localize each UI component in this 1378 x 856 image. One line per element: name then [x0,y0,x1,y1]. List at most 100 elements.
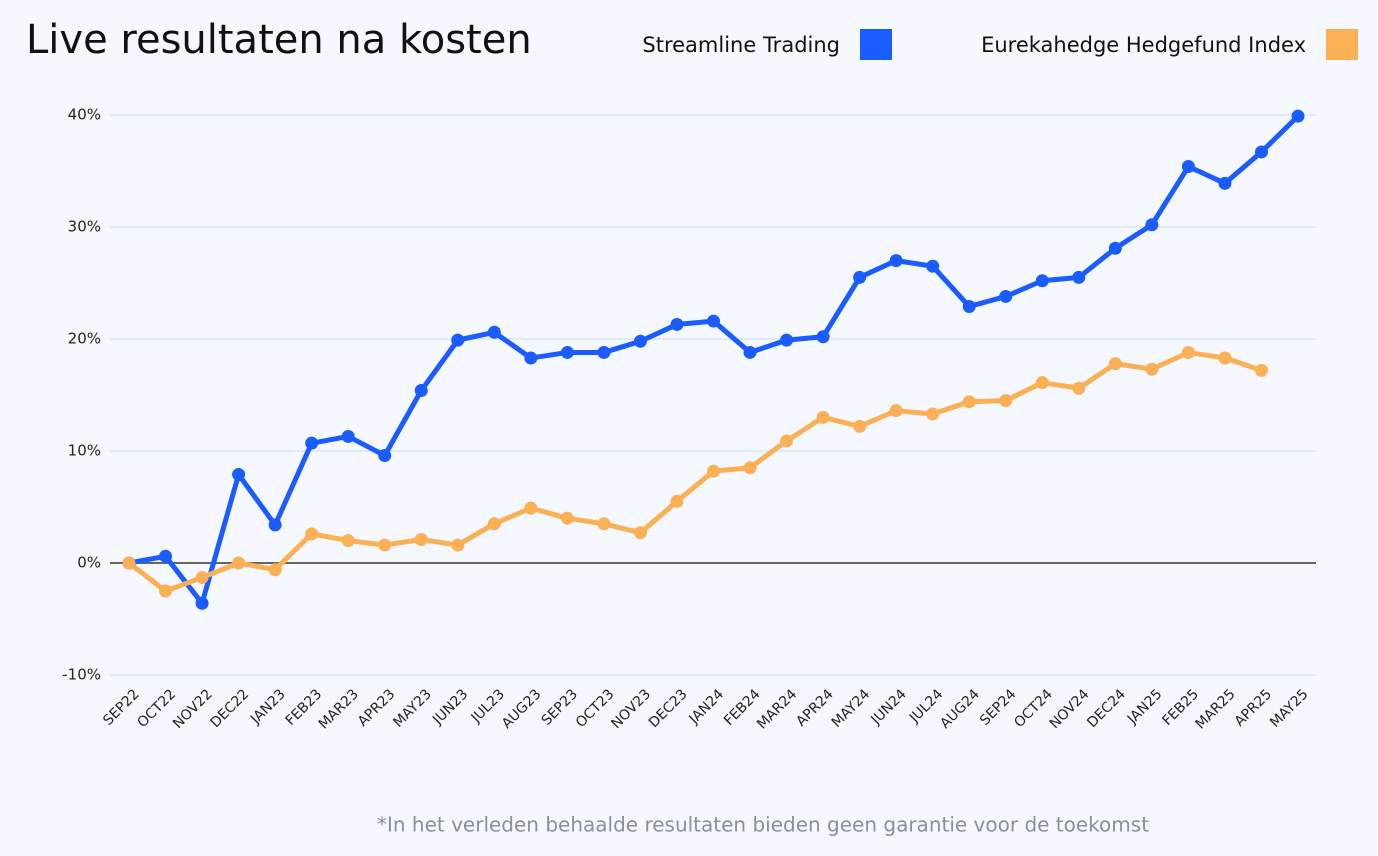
data-point [1218,176,1232,190]
data-point [524,501,538,515]
chart-title: Live resultaten na kosten [26,17,532,63]
legend-swatch [1326,29,1358,60]
data-point [487,325,501,339]
data-point [780,333,794,347]
data-point [1254,145,1268,159]
data-point [122,556,136,570]
data-point [1145,362,1159,376]
data-point [633,526,647,540]
data-point [1108,241,1122,255]
x-tick-label: NOV22 [170,686,216,732]
data-point [670,494,684,508]
data-point [232,468,246,482]
data-point [853,270,867,284]
data-point [962,395,976,409]
x-tick-label: MAY24 [829,686,874,731]
legend-label: Eurekahedge Hedgefund Index [981,33,1306,57]
legend-swatch [860,29,892,60]
data-point [195,571,209,585]
x-tick-label: MAR25 [1192,686,1238,732]
y-tick-label: 40% [68,106,101,124]
data-point [1072,381,1086,395]
data-point [305,527,319,541]
data-point [1291,109,1305,123]
y-tick-label: 30% [68,218,101,236]
data-point [1218,351,1232,365]
data-point [707,464,720,478]
data-point [597,517,611,531]
data-point [889,254,903,268]
x-tick-label: JAN25 [1124,686,1166,728]
data-point [378,448,392,462]
x-tick-label: JUN23 [429,686,471,728]
data-point [268,563,282,577]
data-point [232,556,246,570]
x-tick-label: JUN24 [868,686,910,728]
data-point [524,351,538,365]
y-tick-label: -10% [62,666,101,684]
data-point [1254,363,1268,377]
data-point [999,289,1013,303]
data-point [1181,345,1195,359]
data-point [159,549,173,563]
data-point [926,259,940,273]
data-point [560,345,574,359]
x-tick-label: AUG24 [937,686,983,732]
data-point [743,345,757,359]
x-tick-label: JAN23 [247,686,289,728]
x-tick-label: DEC23 [646,686,691,731]
x-tick-label: JAN24 [686,686,728,728]
x-tick-label: APR24 [793,686,837,730]
x-tick-label: DEC22 [208,686,253,731]
data-point [816,330,830,344]
data-point [451,538,465,552]
data-point [560,511,574,525]
x-tick-label: NOV23 [608,686,654,732]
data-point [1108,357,1122,371]
data-point [414,532,428,546]
x-tick-label: MAY25 [1267,686,1312,731]
data-point [195,596,209,610]
footnote: *In het verleden behaalde resultaten bie… [377,813,1149,837]
data-point [341,534,355,548]
data-point [853,419,867,433]
data-point [159,584,173,598]
data-point [889,404,903,418]
data-point [816,410,830,424]
data-point [743,461,757,475]
x-tick-label: DEC24 [1084,686,1129,731]
data-point [597,345,611,359]
x-tick-label: MAR24 [754,686,800,732]
data-point [451,333,465,347]
data-point [1035,274,1049,288]
data-point [1072,270,1086,284]
data-point [305,436,319,450]
data-point [999,394,1013,408]
series-line [128,114,1300,606]
legend-label: Streamline Trading [642,33,840,57]
x-tick-label: AUG23 [499,686,545,732]
y-tick-label: 10% [68,442,101,460]
x-tick-label: NOV24 [1047,686,1093,732]
data-point [414,384,428,398]
data-point [487,517,501,531]
data-point [1145,218,1159,232]
x-tick-label: APR25 [1232,686,1276,730]
data-point [378,538,392,552]
data-point [962,300,976,314]
data-point [1181,160,1195,174]
data-point [268,518,282,532]
data-point [780,434,794,448]
x-tick-label: MAY23 [390,686,435,731]
data-point [633,334,647,348]
data-point [926,407,940,421]
x-tick-label: APR23 [355,686,399,730]
y-tick-label: 20% [68,330,101,348]
data-point [1035,376,1049,390]
data-point [707,314,720,328]
x-tick-label: MAR23 [316,686,362,732]
y-tick-label: 0% [77,554,101,572]
data-point [341,429,355,443]
